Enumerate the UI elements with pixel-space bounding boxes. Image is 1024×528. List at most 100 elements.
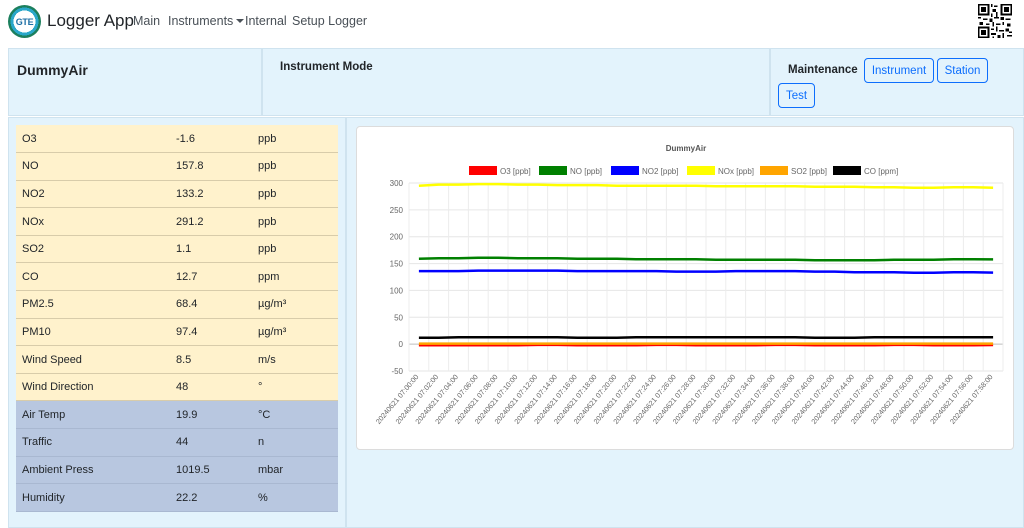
reading-name: Humidity <box>16 483 176 512</box>
reading-name: SO2 <box>16 235 176 264</box>
table-row: O3 -1.6 ppb <box>16 125 338 154</box>
legend-swatch[interactable] <box>539 166 567 175</box>
table-row: NOx 291.2 ppb <box>16 207 338 236</box>
reading-value: 97.4 <box>176 318 258 347</box>
legend-swatch[interactable] <box>611 166 639 175</box>
nav-instruments[interactable]: Instruments <box>168 14 245 28</box>
reading-value: 157.8 <box>176 152 258 181</box>
chart-card: DummyAir O3 [ppb] NO [ppb] NO2 [ppb] NOx [p… <box>356 126 1014 450</box>
reading-value: -1.6 <box>176 125 258 154</box>
y-tick-label: 50 <box>394 313 403 322</box>
table-row: Ambient Press 1019.5 mbar <box>16 456 338 485</box>
maintenance-label: Maintenance <box>788 64 858 76</box>
y-tick-label: 0 <box>399 340 404 349</box>
reading-unit: ° <box>258 373 338 402</box>
qr-code-icon <box>978 4 1012 38</box>
legend-label[interactable]: NO [ppb] <box>570 167 602 176</box>
reading-name: Ambient Press <box>16 456 176 485</box>
reading-unit: ppb <box>258 152 338 181</box>
legend-swatch[interactable] <box>833 166 861 175</box>
reading-unit: ppb <box>258 207 338 236</box>
table-row: Wind Direction 48 ° <box>16 373 338 402</box>
instrument-button[interactable]: Instrument <box>864 58 934 83</box>
reading-unit: ppm <box>258 262 338 292</box>
reading-value: 44 <box>176 428 258 457</box>
navbar: GTE Logger App Main Instruments Internal… <box>0 0 1024 44</box>
reading-unit: n <box>258 428 338 457</box>
series-line <box>418 182 994 190</box>
reading-value: 1.1 <box>176 235 258 264</box>
reading-unit: mbar <box>258 456 338 485</box>
app-logo[interactable]: GTE <box>8 5 41 38</box>
legend-label[interactable]: CO [ppm] <box>864 167 898 176</box>
reading-name: NO <box>16 152 176 181</box>
y-tick-label: 250 <box>390 206 404 215</box>
readings-table: O3 -1.6 ppb NO 157.8 ppb NO2 133.2 ppb NOx 291.2 pp… <box>16 125 338 512</box>
reading-unit: m/s <box>258 345 338 374</box>
legend-swatch[interactable] <box>687 166 715 175</box>
reading-value: 48 <box>176 373 258 402</box>
instrument-mode-label: Instrument Mode <box>280 61 373 73</box>
table-row: SO2 1.1 ppb <box>16 235 338 264</box>
nav-instruments-label: Instruments <box>168 14 234 28</box>
series-line <box>418 335 994 339</box>
reading-unit: % <box>258 483 338 512</box>
legend-label[interactable]: SO2 [ppb] <box>791 167 827 176</box>
reading-value: 291.2 <box>176 207 258 236</box>
y-tick-label: -50 <box>391 367 403 376</box>
series-line <box>418 269 994 274</box>
table-row: Humidity 22.2% <box>16 483 338 512</box>
y-tick-label: 150 <box>390 260 404 269</box>
table-row: PM10 97.4 µg/m³ <box>16 318 338 347</box>
table-row: NO2 133.2 ppb <box>16 180 338 209</box>
reading-name: Wind Direction <box>16 373 176 402</box>
nav-main[interactable]: Main <box>133 14 161 28</box>
reading-value: 8.5 <box>176 345 258 374</box>
series-line <box>418 256 994 262</box>
device-name: DummyAir <box>17 62 88 78</box>
reading-name: Wind Speed <box>16 345 176 374</box>
reading-unit: ppb <box>258 235 338 264</box>
legend-label[interactable]: O3 [ppb] <box>500 167 531 176</box>
legend-swatch[interactable] <box>469 166 497 175</box>
y-tick-label: 300 <box>390 179 404 188</box>
reading-unit: ppb <box>258 180 338 209</box>
nav-setup-logger[interactable]: Setup Logger <box>292 14 368 28</box>
chart-title: DummyAir <box>666 144 706 153</box>
table-row: Air Temp 19.9 °C <box>16 400 338 430</box>
chevron-down-icon <box>236 19 245 23</box>
table-row: NO 157.8 ppb <box>16 152 338 181</box>
table-row: PM2.5 68.4 µg/m³ <box>16 290 338 319</box>
legend-label[interactable]: NOx [ppb] <box>718 167 754 176</box>
line-chart: DummyAir O3 [ppb] NO [ppb] NO2 [ppb] NOx [p… <box>374 144 1004 426</box>
reading-value: 22.2 <box>176 483 258 512</box>
logo-text: GTE <box>15 16 34 27</box>
reading-name: PM2.5 <box>16 290 176 319</box>
reading-name: CO <box>16 262 176 292</box>
legend-swatch[interactable] <box>760 166 788 175</box>
reading-value: 133.2 <box>176 180 258 209</box>
table-row: Traffic 44 n <box>16 428 338 457</box>
nav-internal[interactable]: Internal <box>245 14 287 28</box>
reading-name: NO2 <box>16 180 176 209</box>
app-brand[interactable]: Logger App <box>47 11 134 30</box>
reading-value: 1019.5 <box>176 456 258 485</box>
station-button[interactable]: Station <box>937 58 988 83</box>
reading-unit: µg/m³ <box>258 290 338 319</box>
reading-value: 68.4 <box>176 290 258 319</box>
legend-label[interactable]: NO2 [ppb] <box>642 167 678 176</box>
reading-name: Traffic <box>16 428 176 457</box>
mode-panel: Instrument Mode <box>262 48 770 116</box>
maintenance-panel: Maintenance Instrument Station Test <box>770 48 1024 116</box>
reading-name: Air Temp <box>16 400 176 430</box>
reading-name: NOx <box>16 207 176 236</box>
y-tick-label: 100 <box>390 286 404 295</box>
test-button[interactable]: Test <box>778 83 815 108</box>
table-row: CO 12.7 ppm <box>16 262 338 292</box>
reading-unit: ppb <box>258 125 338 154</box>
reading-unit: µg/m³ <box>258 318 338 347</box>
device-panel: DummyAir <box>8 48 262 116</box>
reading-unit: °C <box>258 400 338 430</box>
reading-name: PM10 <box>16 318 176 347</box>
y-tick-label: 200 <box>390 233 404 242</box>
